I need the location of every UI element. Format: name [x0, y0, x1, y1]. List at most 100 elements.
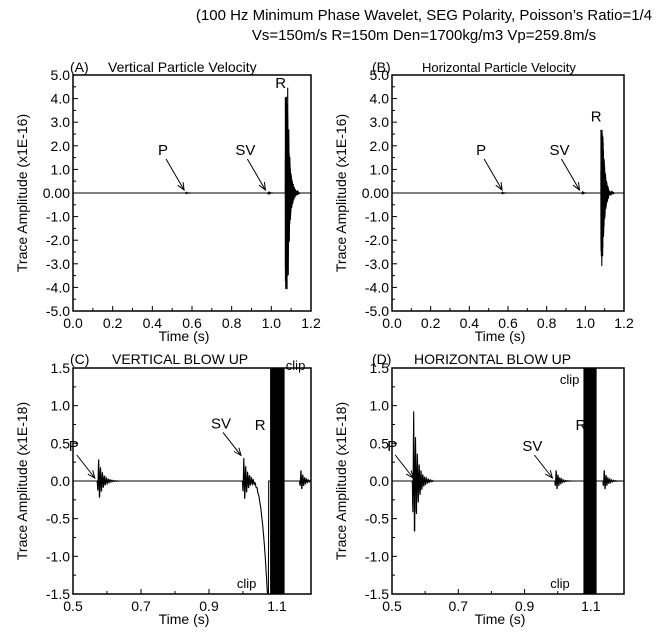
event-arrow-p [394, 454, 414, 479]
event-label-p: P [158, 142, 168, 159]
event-arrow-p [76, 454, 96, 479]
y-axis-title: Trace Amplitude (x1E-18) [333, 402, 349, 560]
panels: (A) Vertical Particle Velocity 5.0 4.0 3.0 2.… [14, 59, 634, 627]
event-arrow-sv [222, 432, 242, 456]
x-tick-label: 1.0 [262, 315, 282, 331]
x-axis-title: Time (s) [159, 328, 210, 344]
y-tick-label: 0.5 [370, 435, 390, 451]
y-tick-label: 1.0 [370, 161, 390, 177]
x-tick-label: 0.5 [382, 598, 402, 614]
y-tick-label: 1.0 [51, 398, 71, 414]
x-tick-label: 0.6 [182, 315, 202, 331]
y-tick-label: 0.0 [51, 473, 71, 489]
event-arrowhead-p [177, 182, 185, 192]
panel-title: VERTICAL BLOW UP [112, 351, 248, 367]
y-tick-label: 3.0 [51, 114, 71, 130]
y-tick-label: 4.0 [51, 91, 71, 107]
y-tick-label: 0.00 [362, 185, 389, 201]
event-label-sv: SV [211, 415, 231, 432]
event-label-sv: SV [549, 142, 569, 159]
x-tick-label: 1.2 [301, 315, 321, 331]
event-arrow-sv [534, 454, 553, 479]
event-arrow-sv [246, 158, 266, 191]
y-tick-label: 3.0 [370, 114, 390, 130]
rayleigh-burst [284, 96, 294, 290]
event-label-p: P [476, 142, 486, 159]
x-tick-label: 0.8 [222, 315, 242, 331]
panel-label: (D) [372, 351, 391, 367]
panel-b: (B) Horizontal Particle Velocity 5.0 4.0 3.0… [333, 59, 634, 344]
trace-line [73, 87, 311, 276]
panel-c: (C) VERTICAL BLOW UP 1.5 1.0 0.5 0.0 -0.5 -1.0 -… [14, 351, 312, 627]
y-tick-label: -1.5 [46, 586, 70, 602]
y-tick-label: 1.0 [51, 161, 71, 177]
y-tick-label: 1.5 [51, 360, 71, 376]
event-arrowhead-sv [572, 182, 581, 192]
x-tick-label: 0.0 [382, 315, 402, 331]
event-arrowhead-sv [545, 470, 554, 480]
x-tick-label: 0.7 [449, 598, 469, 614]
x-tick-label: 0.7 [131, 598, 151, 614]
event-arrow-p [483, 158, 503, 191]
event-label-r: R [591, 108, 602, 125]
y-tick-label: 1.5 [370, 360, 390, 376]
event-label-r: R [576, 417, 587, 434]
x-tick-label: 0.4 [460, 315, 480, 331]
x-tick-label: 0.9 [199, 598, 219, 614]
y-tick-label: -1.0 [365, 209, 389, 225]
y-tick-label: -2.0 [46, 232, 70, 248]
event-label-sv: SV [522, 438, 542, 455]
y-tick-label: -1.5 [365, 586, 389, 602]
y-tick-label: -0.5 [365, 511, 389, 527]
event-label-p: P [387, 438, 397, 455]
y-tick-label: 2.0 [51, 138, 71, 154]
y-tick-label: 2.0 [370, 138, 390, 154]
y-tick-label: 5.0 [370, 67, 390, 83]
event-label-sv: SV [235, 142, 255, 159]
clip-label-top: clip [560, 372, 580, 387]
event-arrowhead-p [495, 182, 503, 192]
event-arrowhead-p [405, 470, 414, 480]
panel-label: (C) [70, 351, 89, 367]
clip-label-bottom: clip [237, 576, 257, 591]
y-tick-label: -2.0 [365, 232, 389, 248]
y-tick-label: -5.0 [46, 303, 70, 319]
panel-title: Vertical Particle Velocity [108, 59, 257, 75]
x-tick-label: 1.0 [576, 315, 596, 331]
figure-header-line1: (100 Hz Minimum Phase Wavelet, SEG Polar… [196, 7, 652, 24]
panel-title: Horizontal Particle Velocity [422, 60, 576, 75]
panel-label: (A) [70, 59, 89, 75]
x-tick-label: 0.5 [63, 598, 83, 614]
clip-label-top: clip [286, 358, 306, 373]
x-axis-title: Time (s) [159, 611, 210, 627]
event-arrowhead-p [87, 470, 96, 480]
y-tick-label: 0.0 [370, 473, 390, 489]
y-tick-label: 5.0 [51, 67, 71, 83]
x-axis-title: Time (s) [475, 611, 526, 627]
y-tick-label: -3.0 [365, 256, 389, 272]
figure-header-line2: Vs=150m/s R=150m Den=1700kg/m3 Vp=259.8m… [252, 27, 596, 44]
y-tick-label: -0.5 [46, 511, 70, 527]
y-tick-label: -4.0 [46, 279, 70, 295]
event-arrow-p [165, 158, 185, 191]
y-axis-title: Trace Amplitude (x1E-16) [14, 114, 30, 272]
x-tick-label: 0.8 [537, 315, 557, 331]
y-tick-label: -1.0 [46, 209, 70, 225]
rayleigh-burst [600, 129, 609, 257]
event-label-r: R [275, 75, 286, 92]
panel-d: (D) HORIZONTAL BLOW UP 1.5 1.0 0.5 0.0 -0.5 -1.… [333, 351, 625, 627]
x-tick-label: 1.1 [581, 598, 601, 614]
x-tick-label: 0.2 [103, 315, 123, 331]
x-axis-title: Time (s) [475, 328, 526, 344]
y-axis-title: Trace Amplitude (x1E-16) [333, 114, 349, 272]
y-tick-label: 0.00 [43, 185, 70, 201]
clip-label-bottom: clip [550, 576, 570, 591]
y-tick-label: -1.0 [365, 548, 389, 564]
x-tick-label: 0.0 [63, 315, 83, 331]
panel-title: HORIZONTAL BLOW UP [414, 351, 571, 367]
event-arrow-sv [561, 158, 580, 191]
y-tick-label: 0.5 [51, 435, 71, 451]
panel-label: (B) [372, 59, 391, 75]
y-tick-label: 1.0 [370, 398, 390, 414]
